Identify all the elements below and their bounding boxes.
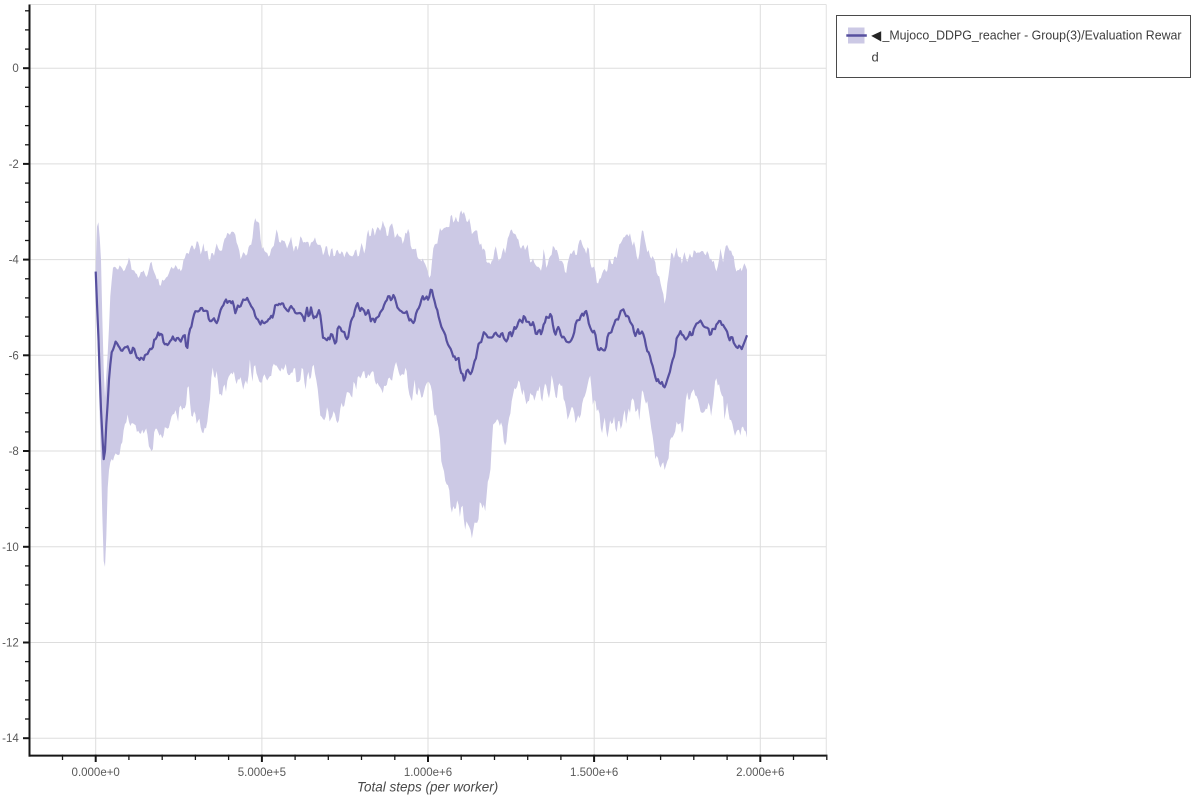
svg-text:2.000e+6: 2.000e+6 <box>736 767 784 779</box>
svg-text:0.000e+0: 0.000e+0 <box>72 767 120 779</box>
svg-text:-2: -2 <box>9 159 19 171</box>
svg-text:0: 0 <box>12 63 18 75</box>
svg-text:-6: -6 <box>9 350 19 362</box>
svg-text:Total steps (per worker): Total steps (per worker) <box>357 780 498 795</box>
svg-text:1.500e+6: 1.500e+6 <box>570 767 618 779</box>
svg-text:1.000e+6: 1.000e+6 <box>404 767 452 779</box>
svg-text:d: d <box>872 50 879 65</box>
svg-text:-4: -4 <box>9 255 20 267</box>
svg-text:-10: -10 <box>2 542 19 554</box>
svg-text:-12: -12 <box>2 638 19 650</box>
svg-text:-8: -8 <box>9 446 19 458</box>
svg-text:-14: -14 <box>2 733 19 745</box>
svg-text:_Mujoco_DDPG_reacher - Group(3: _Mujoco_DDPG_reacher - Group(3)/Evaluati… <box>882 28 1183 43</box>
svg-text:5.000e+5: 5.000e+5 <box>238 767 286 779</box>
